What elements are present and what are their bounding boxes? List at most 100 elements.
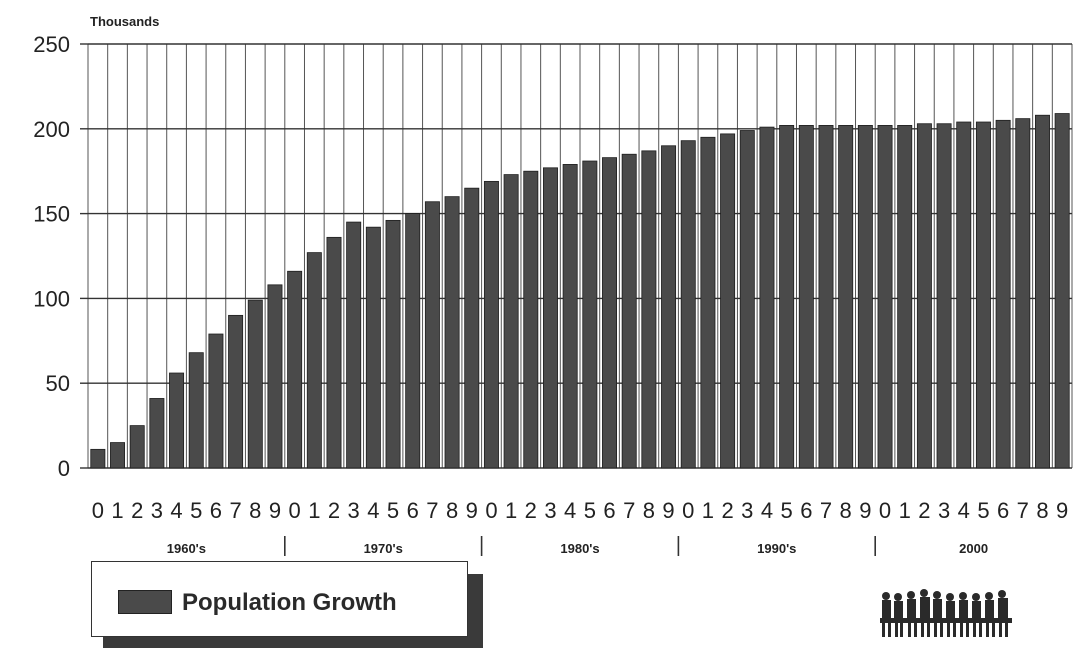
bar (326, 236, 342, 469)
y-tick-label: 200 (33, 117, 70, 142)
x-tick-label: 5 (977, 498, 989, 523)
x-tick-label: 4 (367, 498, 379, 523)
x-tick-label: 9 (859, 498, 871, 523)
x-tick-label: 1 (505, 498, 517, 523)
y-tick-label: 250 (33, 32, 70, 57)
x-tick-label: 6 (407, 498, 419, 523)
x-tick-label: 0 (879, 498, 891, 523)
bar (798, 125, 814, 469)
x-tick-label: 3 (938, 498, 950, 523)
x-tick-label: 0 (92, 498, 104, 523)
x-tick-label: 0 (682, 498, 694, 523)
x-tick-label: 7 (426, 498, 438, 523)
x-tick-label: 1 (308, 498, 320, 523)
bar (975, 121, 991, 469)
x-tick-label: 2 (721, 498, 733, 523)
x-tick-label: 1 (111, 498, 123, 523)
decade-label: 1960's (167, 541, 206, 556)
bar (1034, 114, 1050, 469)
x-tick-label: 3 (741, 498, 753, 523)
x-tick-label: 8 (643, 498, 655, 523)
bar (444, 196, 460, 469)
bar (857, 125, 873, 469)
x-tick-label: 3 (151, 498, 163, 523)
x-tick-label: 1 (899, 498, 911, 523)
x-tick-label: 7 (1017, 498, 1029, 523)
bar (188, 352, 204, 469)
bar (562, 164, 578, 469)
x-tick-label: 6 (603, 498, 615, 523)
y-axis: 0 50 100 150 200 250 (33, 32, 88, 481)
y-tick-label: 150 (33, 202, 70, 227)
x-tick-label: 5 (781, 498, 793, 523)
x-tick-label: 9 (1056, 498, 1068, 523)
x-tick-label: 2 (525, 498, 537, 523)
bar (582, 160, 598, 469)
x-tick-label: 7 (623, 498, 635, 523)
bar (680, 140, 696, 469)
decade-label: 1970's (364, 541, 403, 556)
legend: Population Growth (91, 561, 468, 637)
bar (169, 372, 185, 469)
decade-label: 1990's (757, 541, 796, 556)
x-tick-label: 5 (190, 498, 202, 523)
bars (90, 113, 1070, 469)
bar (405, 213, 421, 469)
people-crowd-icon (880, 589, 1012, 637)
bar (936, 123, 952, 469)
bar (464, 187, 480, 469)
x-tick-label: 6 (800, 498, 812, 523)
bar (995, 119, 1011, 469)
x-tick-label: 2 (131, 498, 143, 523)
decade-label: 1980's (560, 541, 599, 556)
x-tick-label: 3 (544, 498, 556, 523)
bar (228, 314, 244, 469)
bar (897, 125, 913, 469)
bar (129, 425, 145, 469)
x-tick-label: 4 (170, 498, 182, 523)
bar (90, 448, 106, 469)
bar (1054, 113, 1070, 469)
grid (87, 43, 1073, 469)
bar (503, 174, 519, 469)
bar (424, 201, 440, 469)
bar (661, 145, 677, 469)
x-tick-label: 2 (918, 498, 930, 523)
bar (385, 219, 401, 469)
bar (818, 125, 834, 469)
x-tick-label: 5 (387, 498, 399, 523)
bar (267, 284, 283, 469)
bar (602, 157, 618, 469)
bar (739, 130, 755, 469)
bar (641, 150, 657, 469)
x-tick-label: 4 (761, 498, 773, 523)
x-tick-label: 0 (485, 498, 497, 523)
x-tick-label: 8 (446, 498, 458, 523)
y-tick-label: 50 (46, 371, 70, 396)
x-tick-label: 6 (210, 498, 222, 523)
x-tick-label: 8 (249, 498, 261, 523)
bar (838, 125, 854, 469)
x-tick-label: 0 (289, 498, 301, 523)
bar (542, 167, 558, 469)
bar (720, 133, 736, 469)
x-tick-label: 9 (662, 498, 674, 523)
bar (110, 442, 126, 469)
bar (956, 121, 972, 469)
y-unit-label: Thousands (90, 14, 159, 29)
x-tick-label: 4 (564, 498, 576, 523)
bar (700, 136, 716, 469)
x-tick-label: 3 (348, 498, 360, 523)
legend-swatch (118, 590, 172, 614)
bar (208, 333, 224, 469)
bar (1015, 118, 1031, 469)
x-tick-label: 6 (997, 498, 1009, 523)
legend-label: Population Growth (182, 589, 397, 616)
bar (523, 170, 539, 469)
x-tick-label: 2 (328, 498, 340, 523)
x-tick-label: 5 (584, 498, 596, 523)
bar (621, 153, 637, 469)
bar (149, 398, 165, 469)
x-tick-label: 8 (1036, 498, 1048, 523)
